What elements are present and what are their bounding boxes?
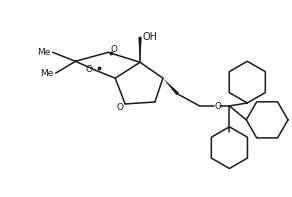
Text: O: O xyxy=(116,103,123,112)
Polygon shape xyxy=(163,78,179,95)
Text: O: O xyxy=(215,102,222,112)
Text: Me: Me xyxy=(40,69,54,78)
Text: O: O xyxy=(110,45,117,54)
Text: Me: Me xyxy=(37,48,51,57)
Polygon shape xyxy=(138,37,142,62)
Text: OH: OH xyxy=(142,33,157,42)
Text: O: O xyxy=(85,65,92,74)
